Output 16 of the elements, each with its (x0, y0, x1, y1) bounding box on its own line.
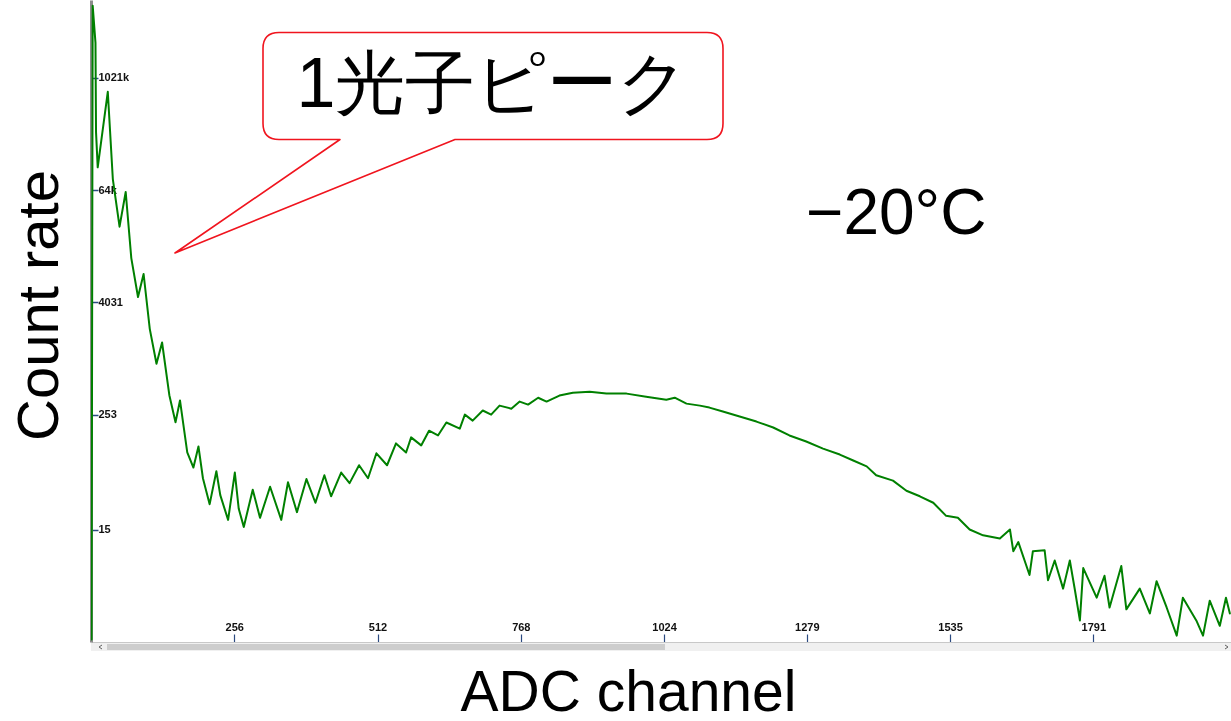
annotation: −20°C (806, 176, 987, 248)
x-tick-label: 768 (512, 620, 531, 633)
line-series (91, 4, 1231, 641)
y-axis-title: Count rate (4, 170, 70, 441)
x-tick-label: 1791 (1081, 620, 1107, 633)
x-tick-label: 1535 (938, 620, 963, 633)
x-axis-title: ADC channel (460, 658, 797, 721)
y-tick-label: 15 (98, 523, 111, 536)
y-tick-label: 1021k (98, 71, 130, 84)
x-tick-label: 256 (225, 620, 244, 633)
y-tick-label: 4031 (98, 295, 123, 308)
y-tick-label: 253 (98, 408, 117, 421)
x-tick-label: 512 (368, 620, 388, 633)
annotation: 1光子ピーク (296, 44, 690, 122)
x-tick-label: 1024 (652, 620, 678, 633)
x-tick-label: 1279 (795, 620, 820, 633)
